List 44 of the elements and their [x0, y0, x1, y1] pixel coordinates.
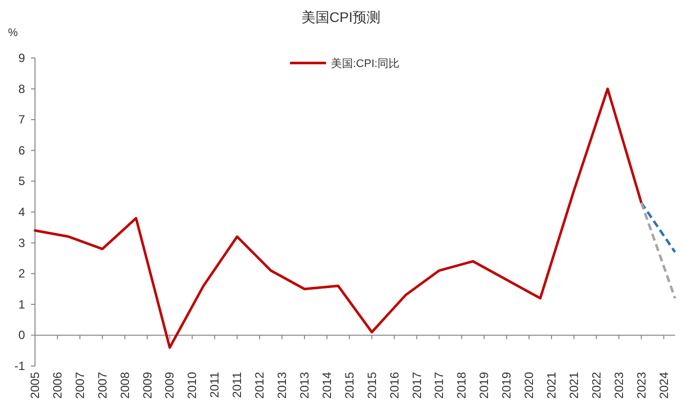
x-tick-label: 2015 — [364, 372, 379, 399]
chart-title: 美国CPI预测 — [301, 9, 381, 25]
x-tick-label: 2021 — [544, 372, 558, 399]
y-tick-label: 8 — [18, 82, 26, 96]
y-axis-title: % — [8, 27, 18, 39]
x-tick-label: 2022 — [589, 372, 604, 399]
x-tick-label: 2015 — [342, 372, 356, 399]
x-tick-label: 2024 — [656, 372, 671, 399]
x-tick-label: 2011 — [208, 372, 222, 398]
x-tick-label: 2007 — [95, 372, 110, 399]
y-tick-label: 7 — [18, 112, 26, 127]
x-tick-label: 2023 — [612, 372, 626, 399]
y-tick-label: 4 — [18, 205, 26, 219]
line-series — [34, 88, 643, 349]
x-tick-label: 2021 — [566, 372, 581, 399]
y-tick-label: 2 — [18, 266, 26, 281]
y-tick-label: 1 — [18, 297, 26, 312]
y-tick-label: 6 — [18, 143, 26, 158]
x-tick-label: 2009 — [140, 372, 154, 399]
x-tick-label: 2008 — [118, 372, 132, 399]
y-tick-label: 3 — [18, 236, 26, 250]
x-tick-label: 2018 — [454, 372, 469, 399]
x-tick-label: 2020 — [522, 372, 536, 399]
x-tick-label: 2014 — [320, 372, 334, 399]
y-tick-label: 0 — [18, 328, 26, 342]
x-tick-label: 2009 — [162, 372, 177, 399]
y-tick-label: 9 — [18, 51, 26, 65]
x-tick-label: 2013 — [275, 372, 290, 399]
x-tick-label: 2023 — [634, 372, 648, 399]
legend-label: 美国:CPI:同比 — [331, 57, 400, 70]
x-tick-label: 2019 — [500, 372, 514, 399]
x-tick-label: 2017 — [410, 372, 424, 399]
x-tick-label: 2019 — [477, 372, 492, 399]
x-tick-label: 2016 — [387, 372, 402, 399]
x-tick-label: 2007 — [72, 372, 87, 399]
y-tick-label: 5 — [18, 174, 26, 188]
x-tick-label: 2012 — [252, 372, 267, 399]
x-tick-label: 2006 — [50, 372, 64, 399]
x-tick-label: 2013 — [297, 372, 312, 399]
y-tick-label: -1 — [14, 359, 26, 373]
x-tick-label: 2017 — [432, 372, 446, 399]
x-tick-label: 2010 — [185, 372, 200, 399]
x-tick-label: 2011 — [230, 372, 244, 398]
x-tick-label: 2005 — [28, 372, 42, 399]
